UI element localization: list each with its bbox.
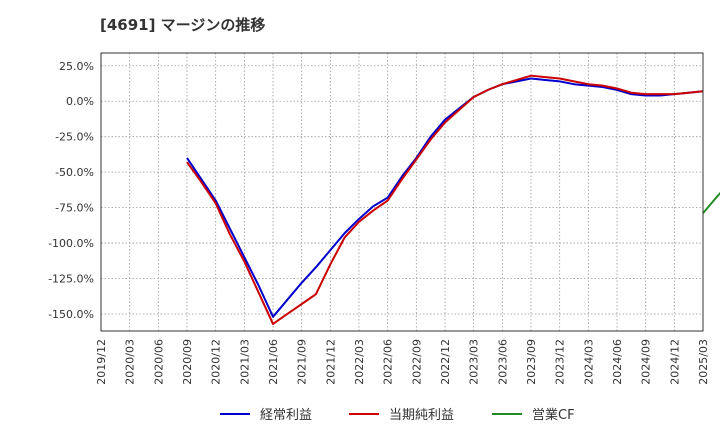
x-tick-label: 2019/12 [95,339,108,385]
x-tick-label: 2020/09 [181,339,194,385]
x-axis-ticks: 2019/12 2020/03 2020/06 2020/09 2020/12 2021/… [95,339,710,385]
y-tick-label: 0.0% [66,95,94,108]
x-tick-label: 2020/12 [210,339,223,385]
x-tick-label: 2023/09 [525,339,538,385]
x-tick-label: 2024/12 [668,339,681,385]
y-tick-label: 25.0% [59,60,94,73]
y-tick-label: -100.0% [48,237,94,250]
y-tick-label: -125.0% [48,273,94,286]
legend: 経常利益 当期純利益 営業CF [220,407,575,423]
x-tick-label: 2024/03 [582,339,595,385]
y-tick-label: -75.0% [55,202,94,215]
x-tick-label: 2021/09 [296,339,309,385]
x-tick-label: 2020/06 [152,339,165,385]
y-tick-label: -50.0% [55,166,94,179]
series-line-営業CF [702,191,720,214]
x-tick-label: 2022/09 [410,339,423,385]
x-tick-label: 2022/06 [382,339,395,385]
x-tick-label: 2023/12 [554,339,567,385]
legend-label: 当期純利益 [389,408,454,423]
x-tick-label: 2021/06 [267,339,280,385]
legend-label: 営業CF [532,407,575,423]
x-tick-label: 2024/06 [611,339,624,385]
y-axis-ticks: 25.0% 0.0% -25.0% -50.0% -75.0% -100.0% -125.0… [48,60,94,321]
x-tick-label: 2022/12 [439,339,452,385]
x-tick-label: 2021/03 [238,339,251,385]
x-tick-label: 2021/12 [324,339,337,385]
x-tick-label: 2023/06 [496,339,509,385]
series-line-経常利益 [186,77,704,318]
x-tick-label: 2020/03 [124,339,137,385]
x-tick-label: 2024/09 [640,339,653,385]
page-title: [4691] マージンの推移 [100,16,266,34]
legend-label: 経常利益 [260,408,312,423]
series-lines [186,74,720,325]
y-tick-label: -150.0% [48,308,94,321]
x-tick-label: 2023/03 [468,339,481,385]
grid-lines [100,53,704,331]
series-line-当期純利益 [186,74,704,325]
x-tick-label: 2022/03 [353,339,366,385]
y-tick-label: -25.0% [55,131,94,144]
x-tick-label: 2025/03 [697,339,710,385]
plot-frame [100,52,704,332]
